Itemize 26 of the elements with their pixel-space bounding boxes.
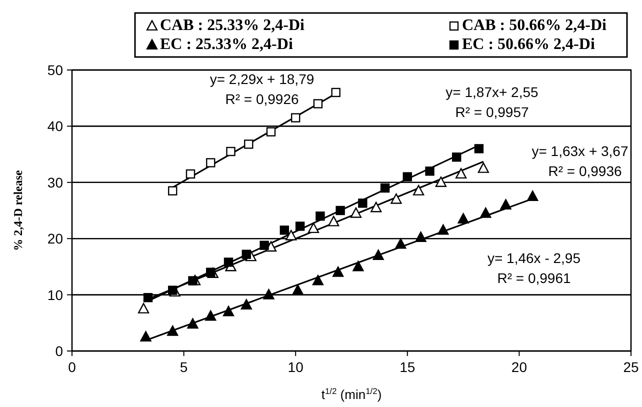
y-tick-label: 40 — [47, 118, 64, 134]
y-tick-label: 30 — [47, 174, 64, 190]
y-tick-label: 50 — [47, 62, 64, 78]
legend-label: CAB : 50.66% 2,4-Di — [462, 17, 607, 34]
x-tick-label: 5 — [180, 359, 188, 375]
x-tick-label: 0 — [68, 359, 76, 375]
y-tick-label: 10 — [47, 286, 64, 303]
x-tick-label: 25 — [623, 359, 639, 375]
legend-label: CAB : 25.33% 2,4-Di — [160, 17, 305, 34]
annotation: y= 2,29x + 18,79 — [210, 71, 314, 87]
annotation: y= 1,63x + 3,67 — [532, 143, 628, 159]
x-tick-label: 10 — [288, 359, 304, 375]
annotation: R² = 0,9926 — [225, 91, 299, 107]
x-axis-title: t$^{1/2}$ (min$^{1/2}$) — [321, 386, 382, 402]
y-tick-label: 20 — [47, 230, 64, 247]
x-tick-label: 20 — [511, 359, 528, 375]
annotation: R² = 0,9957 — [455, 104, 529, 120]
annotation: y= 1,46x - 2,95 — [487, 250, 581, 266]
legend-label: EC : 50.66% 2,4-Di — [462, 36, 596, 53]
y-tick-label: 0 — [55, 343, 64, 359]
annotation: R² = 0,9961 — [497, 270, 571, 286]
annotation: y= 1,87x+ 2,55 — [446, 84, 539, 100]
annotation: R² = 0,9936 — [548, 163, 622, 179]
y-axis-title: % 2,4-D release — [11, 169, 25, 251]
legend-label: EC : 25.33% 2,4-Di — [160, 36, 294, 53]
x-tick-label: 15 — [400, 359, 416, 375]
